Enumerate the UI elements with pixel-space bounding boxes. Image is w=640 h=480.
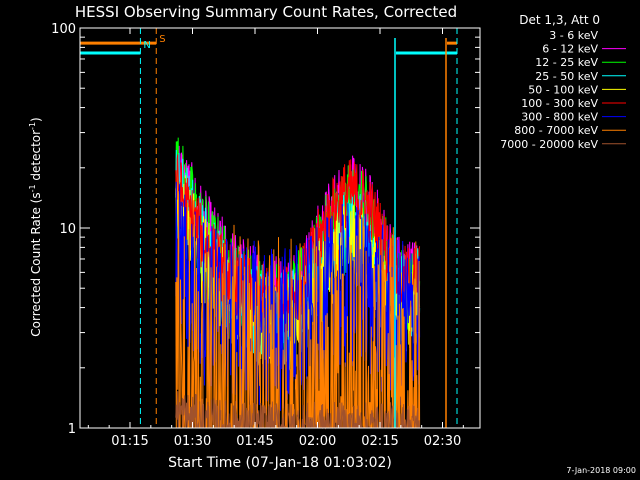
x-tick-label-5: 02:30 bbox=[424, 434, 461, 449]
x-axis-label: Start Time (07-Jan-18 01:03:02) bbox=[168, 455, 392, 471]
footer-date: 7-Jan-2018 09:00 bbox=[566, 466, 636, 475]
legend-label-7: 800 - 7000 keV bbox=[514, 124, 598, 137]
legend-title: Det 1,3, Att 0 bbox=[519, 13, 600, 27]
marker-label-1: S bbox=[159, 34, 165, 45]
legend-label-4: 50 - 100 keV bbox=[528, 83, 598, 96]
y-tick-label-1: 10 bbox=[59, 222, 76, 237]
legend-label-8: 7000 - 20000 keV bbox=[500, 138, 598, 151]
y-tick-label-2: 100 bbox=[51, 22, 76, 37]
legend-label-6: 300 - 800 keV bbox=[521, 111, 598, 124]
y-label-sup2: -1 bbox=[28, 122, 37, 130]
x-tick-label-3: 02:00 bbox=[299, 434, 336, 449]
y-axis-label: Corrected Count Rate (s-1 detector-1) bbox=[28, 117, 43, 336]
series-line-0 bbox=[175, 123, 421, 266]
y-tick-label-0: 1 bbox=[68, 422, 76, 437]
legend-label-5: 100 - 300 keV bbox=[521, 97, 598, 110]
y-label-main: Corrected Count Rate (s bbox=[29, 192, 43, 336]
x-tick-label-1: 01:30 bbox=[174, 434, 211, 449]
y-label-end: ) bbox=[29, 117, 43, 122]
x-tick-label-4: 02:15 bbox=[361, 434, 398, 449]
data-layer bbox=[175, 123, 421, 430]
x-tick-label-0: 01:15 bbox=[111, 434, 148, 449]
x-tick-label-2: 01:45 bbox=[236, 434, 273, 449]
legend-label-3: 25 - 50 keV bbox=[535, 70, 598, 83]
legend-label-0: 3 - 6 keV bbox=[549, 29, 598, 42]
marker-label-0: N bbox=[143, 40, 150, 51]
frame-layer: NS 01:15 01:30 01:45 02:00 02:15 02:30 1 10 100 bbox=[51, 22, 481, 449]
y-label-sup1: -1 bbox=[28, 184, 37, 192]
y-label-mid: detector bbox=[29, 130, 43, 185]
legend-label-2: 12 - 25 keV bbox=[535, 56, 598, 69]
chart-title: HESSI Observing Summary Count Rates, Cor… bbox=[75, 3, 457, 21]
legend-label-1: 6 - 12 keV bbox=[542, 43, 598, 56]
